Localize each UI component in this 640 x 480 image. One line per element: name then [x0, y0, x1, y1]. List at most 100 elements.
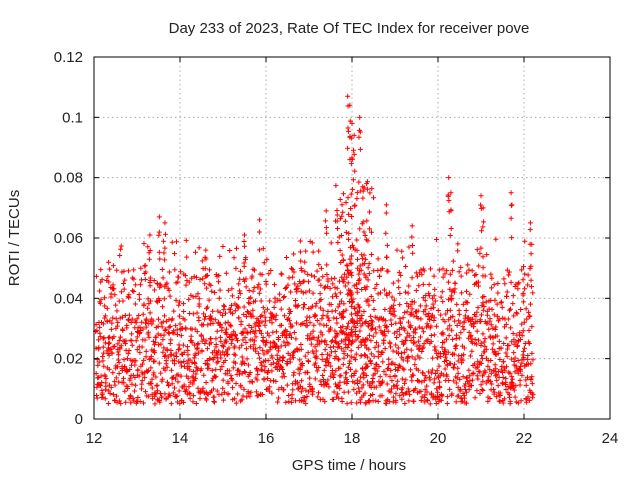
data-point [391, 330, 397, 336]
data-point-peak [349, 155, 355, 161]
data-point [313, 348, 319, 354]
data-point [327, 344, 333, 350]
data-point-peak [242, 243, 248, 249]
data-point [329, 276, 335, 282]
data-point [170, 390, 176, 396]
data-point [147, 380, 153, 386]
data-point [344, 263, 350, 269]
data-point [145, 244, 151, 250]
data-point [280, 354, 286, 360]
data-point [207, 355, 213, 361]
data-point [517, 330, 523, 336]
data-point [500, 374, 506, 380]
data-point [522, 271, 528, 277]
data-point [151, 287, 157, 293]
data-point [164, 364, 170, 370]
data-point [380, 378, 386, 384]
data-point [312, 313, 318, 319]
data-point [452, 361, 458, 367]
data-point-peak [257, 286, 263, 292]
data-point [318, 296, 324, 302]
data-point [426, 369, 432, 375]
data-point [387, 290, 393, 296]
data-point [345, 324, 351, 330]
data-point [223, 310, 229, 316]
data-point [212, 317, 218, 323]
data-point [517, 382, 523, 388]
data-point [398, 272, 404, 278]
data-point [229, 337, 235, 343]
data-point [253, 334, 259, 340]
data-point [242, 369, 248, 375]
data-point [493, 366, 499, 372]
data-point [436, 267, 442, 273]
data-point [323, 382, 329, 388]
data-point [344, 334, 350, 340]
data-point [198, 333, 204, 339]
y-tick-label: 0 [75, 411, 83, 428]
data-point [501, 396, 507, 402]
data-point-peak [256, 247, 262, 253]
data-point [219, 364, 225, 370]
data-point [181, 308, 187, 314]
data-point [422, 392, 428, 398]
data-point [449, 267, 455, 273]
data-point [458, 386, 464, 392]
data-point [478, 319, 484, 325]
data-point [192, 249, 198, 255]
data-point [510, 301, 516, 307]
data-point [470, 316, 476, 322]
data-point [279, 322, 285, 328]
data-point [117, 334, 123, 340]
data-point [500, 315, 506, 321]
data-point [268, 268, 274, 274]
data-point [140, 400, 146, 406]
data-point [98, 297, 104, 303]
data-point [444, 400, 450, 406]
data-point [513, 383, 519, 389]
data-point [508, 279, 514, 285]
data-point [404, 334, 410, 340]
data-point [229, 293, 235, 299]
data-point [380, 349, 386, 355]
data-point [403, 264, 409, 270]
data-point [201, 372, 207, 378]
data-point [459, 360, 465, 366]
data-point [211, 399, 217, 405]
data-point [338, 260, 344, 266]
data-point [209, 316, 215, 322]
data-point [445, 279, 451, 285]
data-point [438, 397, 444, 403]
data-point [324, 356, 330, 362]
data-point [526, 327, 532, 333]
data-point [474, 373, 480, 379]
data-point [354, 256, 360, 262]
data-point [431, 380, 437, 386]
data-point [303, 248, 309, 254]
data-point [106, 259, 112, 265]
data-point [203, 397, 209, 403]
data-point [222, 320, 228, 326]
data-point [247, 300, 253, 306]
data-point [190, 399, 196, 405]
data-point [362, 320, 368, 326]
data-point [486, 326, 492, 332]
data-point [132, 301, 138, 307]
data-point [420, 281, 426, 287]
data-point [120, 281, 126, 287]
data-point [104, 348, 110, 354]
data-point [94, 356, 100, 362]
data-point-peak [323, 225, 329, 231]
data-point [398, 350, 404, 356]
data-point [496, 316, 502, 322]
data-point [135, 367, 141, 373]
data-point [236, 345, 242, 351]
data-point [199, 348, 205, 354]
data-point [176, 313, 182, 319]
data-point [152, 358, 158, 364]
data-point [447, 271, 453, 277]
data-point [293, 336, 299, 342]
data-point [395, 367, 401, 373]
data-point [468, 353, 474, 359]
data-point [186, 384, 192, 390]
